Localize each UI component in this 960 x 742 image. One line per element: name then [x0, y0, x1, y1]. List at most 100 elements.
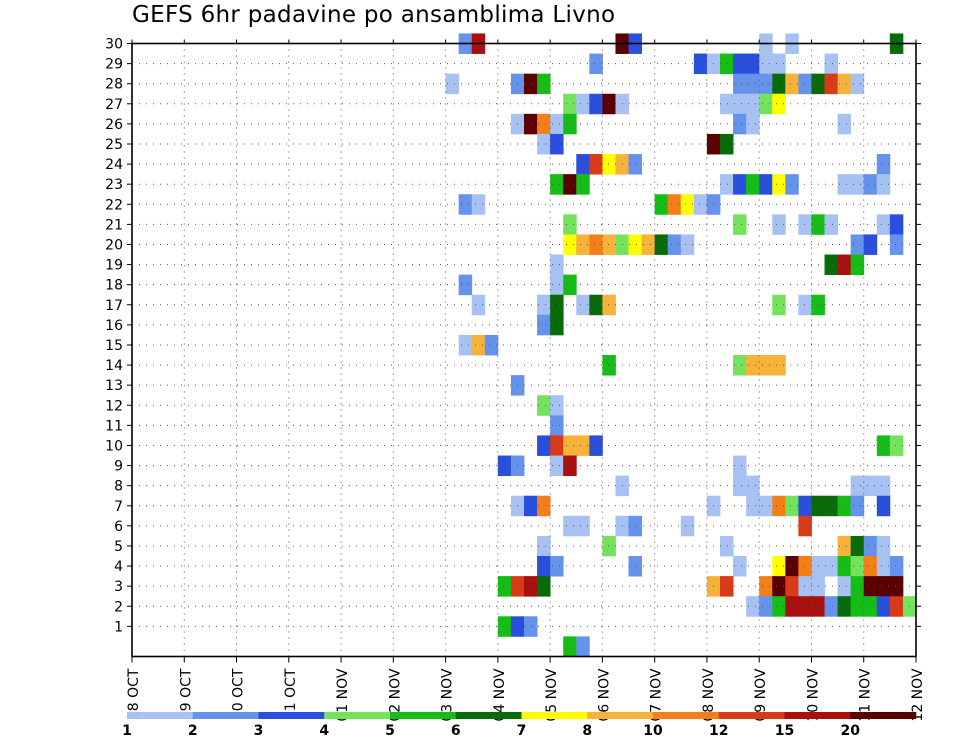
precip-cell	[654, 194, 669, 215]
precip-cell	[537, 495, 551, 517]
precip-cell	[563, 435, 577, 456]
precip-cell	[524, 616, 538, 637]
precip-cell	[850, 576, 865, 597]
precip-cell	[524, 576, 538, 597]
precip-cell	[850, 73, 865, 95]
precip-cell	[563, 174, 577, 195]
precip-cell	[759, 73, 773, 95]
precip-cell	[863, 556, 878, 577]
precip-cell	[563, 93, 577, 115]
x-tick-label: 11 NOV	[858, 668, 874, 722]
precip-cell	[772, 174, 786, 195]
precip-cell	[445, 73, 460, 95]
precip-cell	[850, 495, 865, 517]
y-tick-label: 5	[114, 539, 123, 555]
precip-cell	[746, 174, 760, 195]
colorbar-swatch	[850, 712, 917, 719]
precip-cell	[733, 214, 747, 235]
x-tick-label: 05 NOV	[544, 668, 560, 722]
precip-cell	[746, 93, 760, 115]
precip-cell	[772, 93, 786, 115]
precip-cell	[589, 154, 603, 175]
precip-cell	[746, 73, 760, 95]
precip-cell	[733, 53, 747, 75]
precip-cell	[837, 254, 852, 276]
precip-cell	[720, 174, 734, 195]
precip-cell	[863, 535, 878, 557]
precip-cell	[824, 73, 838, 95]
precip-cell	[537, 435, 551, 456]
precip-cell	[824, 53, 838, 75]
x-tick-label: 08 NOV	[701, 668, 717, 722]
y-tick-label: 30	[105, 37, 123, 53]
precip-cell	[798, 596, 812, 617]
x-tick-label: 30 OCT	[231, 668, 247, 720]
y-tick-label: 25	[105, 137, 123, 153]
precip-cell	[602, 294, 616, 316]
precip-cell	[563, 274, 577, 296]
y-tick-label: 10	[105, 438, 123, 454]
precip-cell	[537, 133, 551, 155]
precip-cell	[824, 214, 838, 235]
precip-cell	[537, 535, 551, 557]
x-tick-label: 12 NOV	[910, 668, 926, 722]
precip-cell	[720, 133, 734, 155]
precip-cell	[746, 596, 760, 617]
x-tick-label: 06 NOV	[596, 668, 612, 722]
precip-cell	[876, 154, 891, 175]
colorbar-label: 1	[122, 723, 132, 739]
precip-cell	[693, 53, 708, 75]
y-tick-label: 21	[105, 217, 123, 233]
precip-cell	[759, 596, 773, 617]
precip-cell	[602, 355, 616, 376]
precip-cell	[471, 334, 486, 356]
precip-cell	[563, 515, 577, 537]
precip-cell	[837, 576, 852, 597]
colorbar-label: 3	[254, 723, 264, 739]
precip-cell	[550, 314, 564, 336]
precip-cell	[759, 93, 773, 115]
precip-cell	[654, 234, 669, 255]
precip-cell	[589, 294, 603, 316]
colorbar-swatch	[718, 712, 785, 719]
y-tick-label: 8	[114, 479, 123, 495]
y-tick-label: 17	[105, 298, 123, 314]
precip-cell	[576, 435, 590, 456]
precip-cell	[824, 596, 838, 617]
precip-cell	[550, 133, 564, 155]
precip-cell	[876, 214, 891, 235]
precip-cell	[733, 556, 747, 577]
precip-cell	[589, 53, 603, 75]
precip-cell	[759, 174, 773, 195]
precip-cell	[772, 53, 786, 75]
precip-cell	[876, 576, 891, 597]
precip-cell	[667, 194, 682, 215]
precip-cell	[746, 53, 760, 75]
precip-cell	[837, 73, 852, 95]
precip-cell	[759, 355, 773, 376]
precip-cell	[837, 556, 852, 577]
precip-cell	[863, 475, 878, 497]
precip-cell	[537, 113, 551, 135]
colorbar-label: 6	[451, 723, 461, 739]
precip-cell	[550, 113, 564, 135]
precip-cell	[889, 576, 904, 597]
precip-cell	[550, 415, 564, 436]
precip-cell	[876, 535, 891, 557]
precip-cell	[537, 294, 551, 316]
precip-cell	[863, 596, 878, 617]
precip-cell	[576, 636, 590, 657]
precip-cell	[876, 556, 891, 577]
colorbar-label: 20	[841, 723, 861, 739]
y-tick-label: 12	[105, 398, 123, 414]
precip-cell	[837, 495, 852, 517]
precip-cell	[576, 515, 590, 537]
precip-cell	[458, 274, 473, 296]
precip-cell	[720, 93, 734, 115]
y-tick-label: 26	[105, 117, 123, 133]
colorbar-label: 8	[582, 723, 592, 739]
precip-cell	[850, 254, 865, 276]
chart-gridlines	[132, 43, 916, 657]
y-tick-label: 23	[105, 177, 123, 193]
precip-cell	[524, 113, 538, 135]
